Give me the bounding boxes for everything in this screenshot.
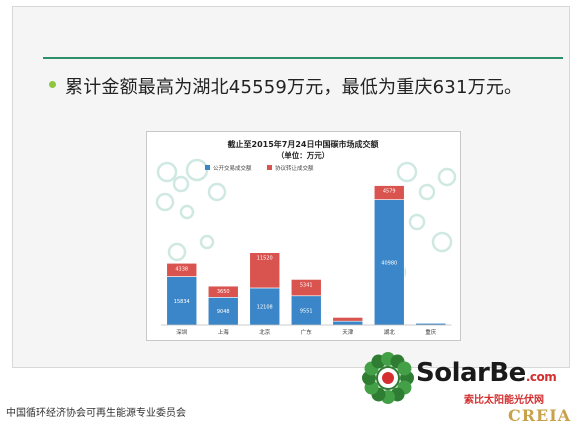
x-tick-label: 广东: [301, 328, 313, 336]
logo-brand-suffix: .com: [525, 370, 557, 384]
bar-agreement: [249, 252, 281, 289]
x-tick-label: 北京: [259, 328, 271, 336]
carbon-market-chart: 截止至2015年7月24日中国碳市场成交额（单位：万元） 公开交易成交额 协议转让成…: [155, 139, 457, 336]
bar-public: [290, 295, 322, 326]
solarbe-logo: SolarBe.com 索比太阳能光伏网 CREIA: [356, 344, 580, 430]
data-label: 9048: [217, 309, 230, 315]
data-label: 3650: [217, 289, 230, 295]
bullet-row: 累计金额最高为湖北45559万元，最低为重庆631万元。: [43, 75, 563, 105]
decor-bubble: [408, 213, 426, 231]
decor-bubble: [167, 242, 187, 262]
x-tick-label: 重庆: [425, 328, 437, 336]
data-label: 4338: [175, 266, 188, 272]
legend-label: 公开交易成交额: [213, 164, 252, 172]
data-label: 15834: [174, 299, 190, 305]
decor-bubble: [431, 231, 453, 253]
chart-title: 截止至2015年7月24日中国碳市场成交额: [228, 139, 379, 149]
decor-bubble: [185, 158, 209, 182]
x-tick-label: 湖北: [384, 328, 396, 336]
x-tick-label: 上海: [218, 328, 230, 336]
legend-label: 协议转让成交额: [275, 164, 314, 172]
title-divider: [43, 57, 563, 59]
logo-brand-main: SolarBe: [416, 358, 526, 388]
x-tick-label: 深圳: [176, 328, 188, 336]
decor-bubble: [172, 175, 190, 193]
data-label: 9551: [300, 308, 313, 314]
bar-public: [249, 287, 281, 326]
logo-tagline: 索比太阳能光伏网: [464, 395, 544, 406]
creia-logo: CREIA: [508, 406, 572, 425]
sunflower-logo-icon: [362, 352, 414, 404]
data-label: 5341: [300, 282, 313, 288]
x-tick-label: 天津: [342, 329, 354, 336]
bullet-text: 累计金额最高为湖北45559万元，最低为重庆631万元。: [65, 77, 523, 98]
logo-brand: SolarBe.com: [416, 358, 557, 388]
bullet-dot-icon: [49, 81, 56, 88]
decor-bubble: [207, 182, 227, 202]
decor-bubble: [156, 161, 178, 183]
decor-bubble: [396, 161, 418, 183]
decor-bubble: [199, 234, 215, 250]
bar-agreement: [415, 322, 447, 324]
data-label: 40980: [381, 260, 397, 266]
bar-agreement: [332, 317, 364, 322]
legend-swatch: [267, 165, 272, 170]
bar-public: [332, 320, 364, 326]
bar-agreement: [290, 279, 322, 297]
decor-bubble: [179, 204, 195, 220]
data-label: 11520: [257, 256, 273, 262]
chart-frame: 截止至2015年7月24日中国碳市场成交额 （单位：万元） 公开交易成交额 协议转让成…: [146, 131, 461, 341]
bar-public: [373, 199, 405, 326]
chart-subtitle: （单位：万元）: [277, 150, 330, 160]
legend-swatch: [205, 165, 210, 170]
data-label: 12108: [257, 304, 273, 310]
data-label: 4579: [383, 189, 396, 195]
footer-credit: 中国循环经济协会可再生能源专业委员会: [6, 408, 186, 419]
bar-agreement: [373, 185, 405, 200]
bar-agreement: [166, 262, 198, 277]
decor-bubble: [155, 192, 175, 212]
decor-bubble: [437, 167, 457, 187]
slide: 累计金额最高为湖北45559万元，最低为重庆631万元。 截止至2015年7月2…: [12, 6, 570, 368]
logo-petal: [397, 361, 412, 376]
bar-agreement: [207, 285, 239, 298]
decor-bubble: [418, 183, 436, 201]
